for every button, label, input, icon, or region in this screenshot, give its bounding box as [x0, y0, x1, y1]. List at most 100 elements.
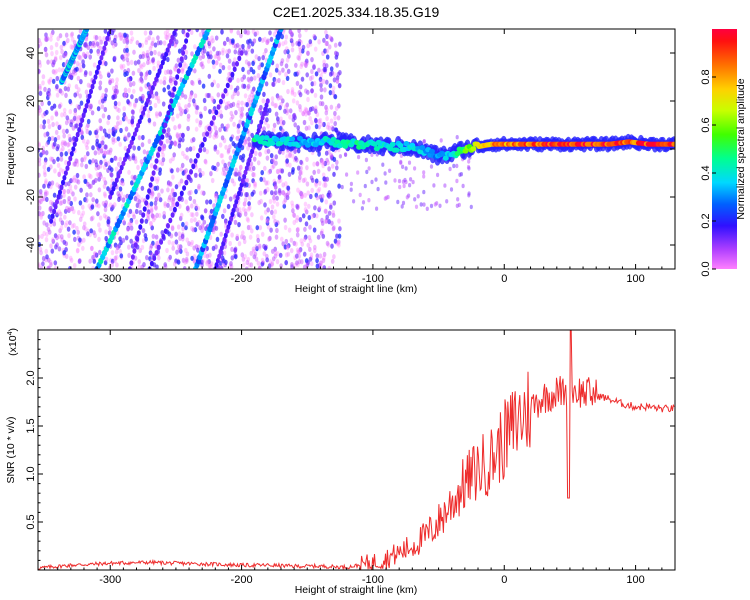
noise-cell [126, 225, 130, 232]
noise-cell [270, 204, 275, 210]
noise-cell [82, 156, 87, 162]
noise-cell [274, 78, 278, 84]
noise-cell [317, 186, 322, 192]
noise-cell [149, 220, 153, 226]
noise-cell [190, 255, 194, 261]
noise-cell [102, 213, 107, 219]
noise-cell [279, 61, 284, 67]
noise-cell [316, 188, 321, 194]
noise-cell [235, 42, 240, 48]
carrier-cell [671, 141, 675, 147]
noise-cell [251, 29, 256, 34]
noise-cell [128, 208, 133, 214]
streak-cell [155, 72, 160, 78]
noise-cell [221, 47, 225, 53]
noise-cell [212, 203, 216, 209]
noise-cell [132, 49, 136, 55]
noise-cell [249, 161, 254, 167]
streak-cell [237, 190, 241, 197]
noise-cell [200, 190, 204, 196]
noise-cell [297, 177, 302, 183]
noise-cell [89, 228, 93, 234]
noise-cell [270, 248, 275, 254]
noise-cell [240, 112, 245, 118]
noise-cell [254, 54, 259, 60]
noise-cell [222, 208, 227, 214]
noise-cell [327, 265, 332, 269]
noise-cell [192, 198, 197, 205]
noise-cell [132, 214, 136, 220]
noise-cell [251, 178, 255, 184]
noise-cell [78, 67, 82, 73]
noise-cell [411, 179, 415, 185]
noise-cell [289, 248, 294, 254]
noise-cell [97, 176, 101, 182]
noise-cell [303, 201, 308, 207]
streak-cell [160, 59, 165, 66]
noise-cell [40, 101, 44, 107]
faint-streak [127, 29, 191, 269]
noise-cell [152, 121, 157, 127]
noise-cell [257, 245, 262, 251]
noise-cell [43, 157, 48, 163]
streak-cell [230, 71, 235, 78]
noise-cell [81, 51, 86, 57]
noise-cell [324, 150, 329, 156]
noise-cell [191, 227, 196, 233]
noise-cell [129, 217, 134, 224]
noise-cell [255, 225, 260, 231]
diagonal-streak [94, 29, 212, 269]
noise-cell [306, 242, 311, 248]
noise-cell [183, 259, 187, 265]
noise-cell [251, 69, 256, 75]
noise-cell [327, 193, 331, 199]
noise-cell [281, 41, 285, 47]
noise-cell [55, 210, 59, 216]
x-tick-label: -300 [99, 273, 121, 285]
noise-cell [232, 181, 237, 187]
noise-cell [403, 177, 407, 183]
noise-cell [38, 105, 41, 111]
noise-cell [309, 193, 313, 200]
noise-cell [116, 136, 121, 142]
noise-cell [94, 162, 99, 168]
noise-cell [307, 110, 311, 116]
noise-cell [65, 128, 69, 134]
noise-cell [247, 78, 252, 84]
noise-cell [193, 217, 197, 223]
noise-cell [64, 253, 69, 259]
colorbar-tick-label: 0.0 [700, 261, 712, 276]
noise-cell [178, 137, 182, 143]
noise-cell [266, 148, 271, 154]
noise-cell [110, 68, 114, 74]
noise-cell [284, 34, 289, 40]
noise-cell [104, 256, 109, 262]
noise-cell [238, 106, 242, 112]
noise-cell [47, 214, 52, 220]
noise-cell [436, 172, 440, 178]
noise-cell [257, 64, 262, 71]
noise-cell [205, 149, 209, 155]
noise-cell [422, 174, 426, 179]
streak-cell [163, 122, 168, 128]
noise-cell [205, 253, 210, 259]
noise-cell [171, 174, 175, 180]
noise-cell [194, 109, 199, 115]
noise-cell [47, 87, 51, 93]
noise-cell [239, 110, 244, 116]
noise-cell [62, 198, 67, 205]
noise-cell [291, 208, 295, 214]
noise-cell [294, 155, 298, 161]
noise-cell [314, 123, 319, 130]
noise-cell [54, 244, 58, 250]
spectrogram-cells [38, 29, 675, 269]
noise-cell [168, 181, 173, 187]
noise-cell [333, 110, 337, 117]
noise-cell [273, 253, 278, 259]
noise-cell [140, 78, 144, 84]
noise-cell [193, 68, 197, 74]
noise-cell [40, 233, 44, 239]
noise-cell [296, 165, 301, 171]
noise-cell [131, 70, 136, 76]
noise-cell [223, 126, 227, 132]
